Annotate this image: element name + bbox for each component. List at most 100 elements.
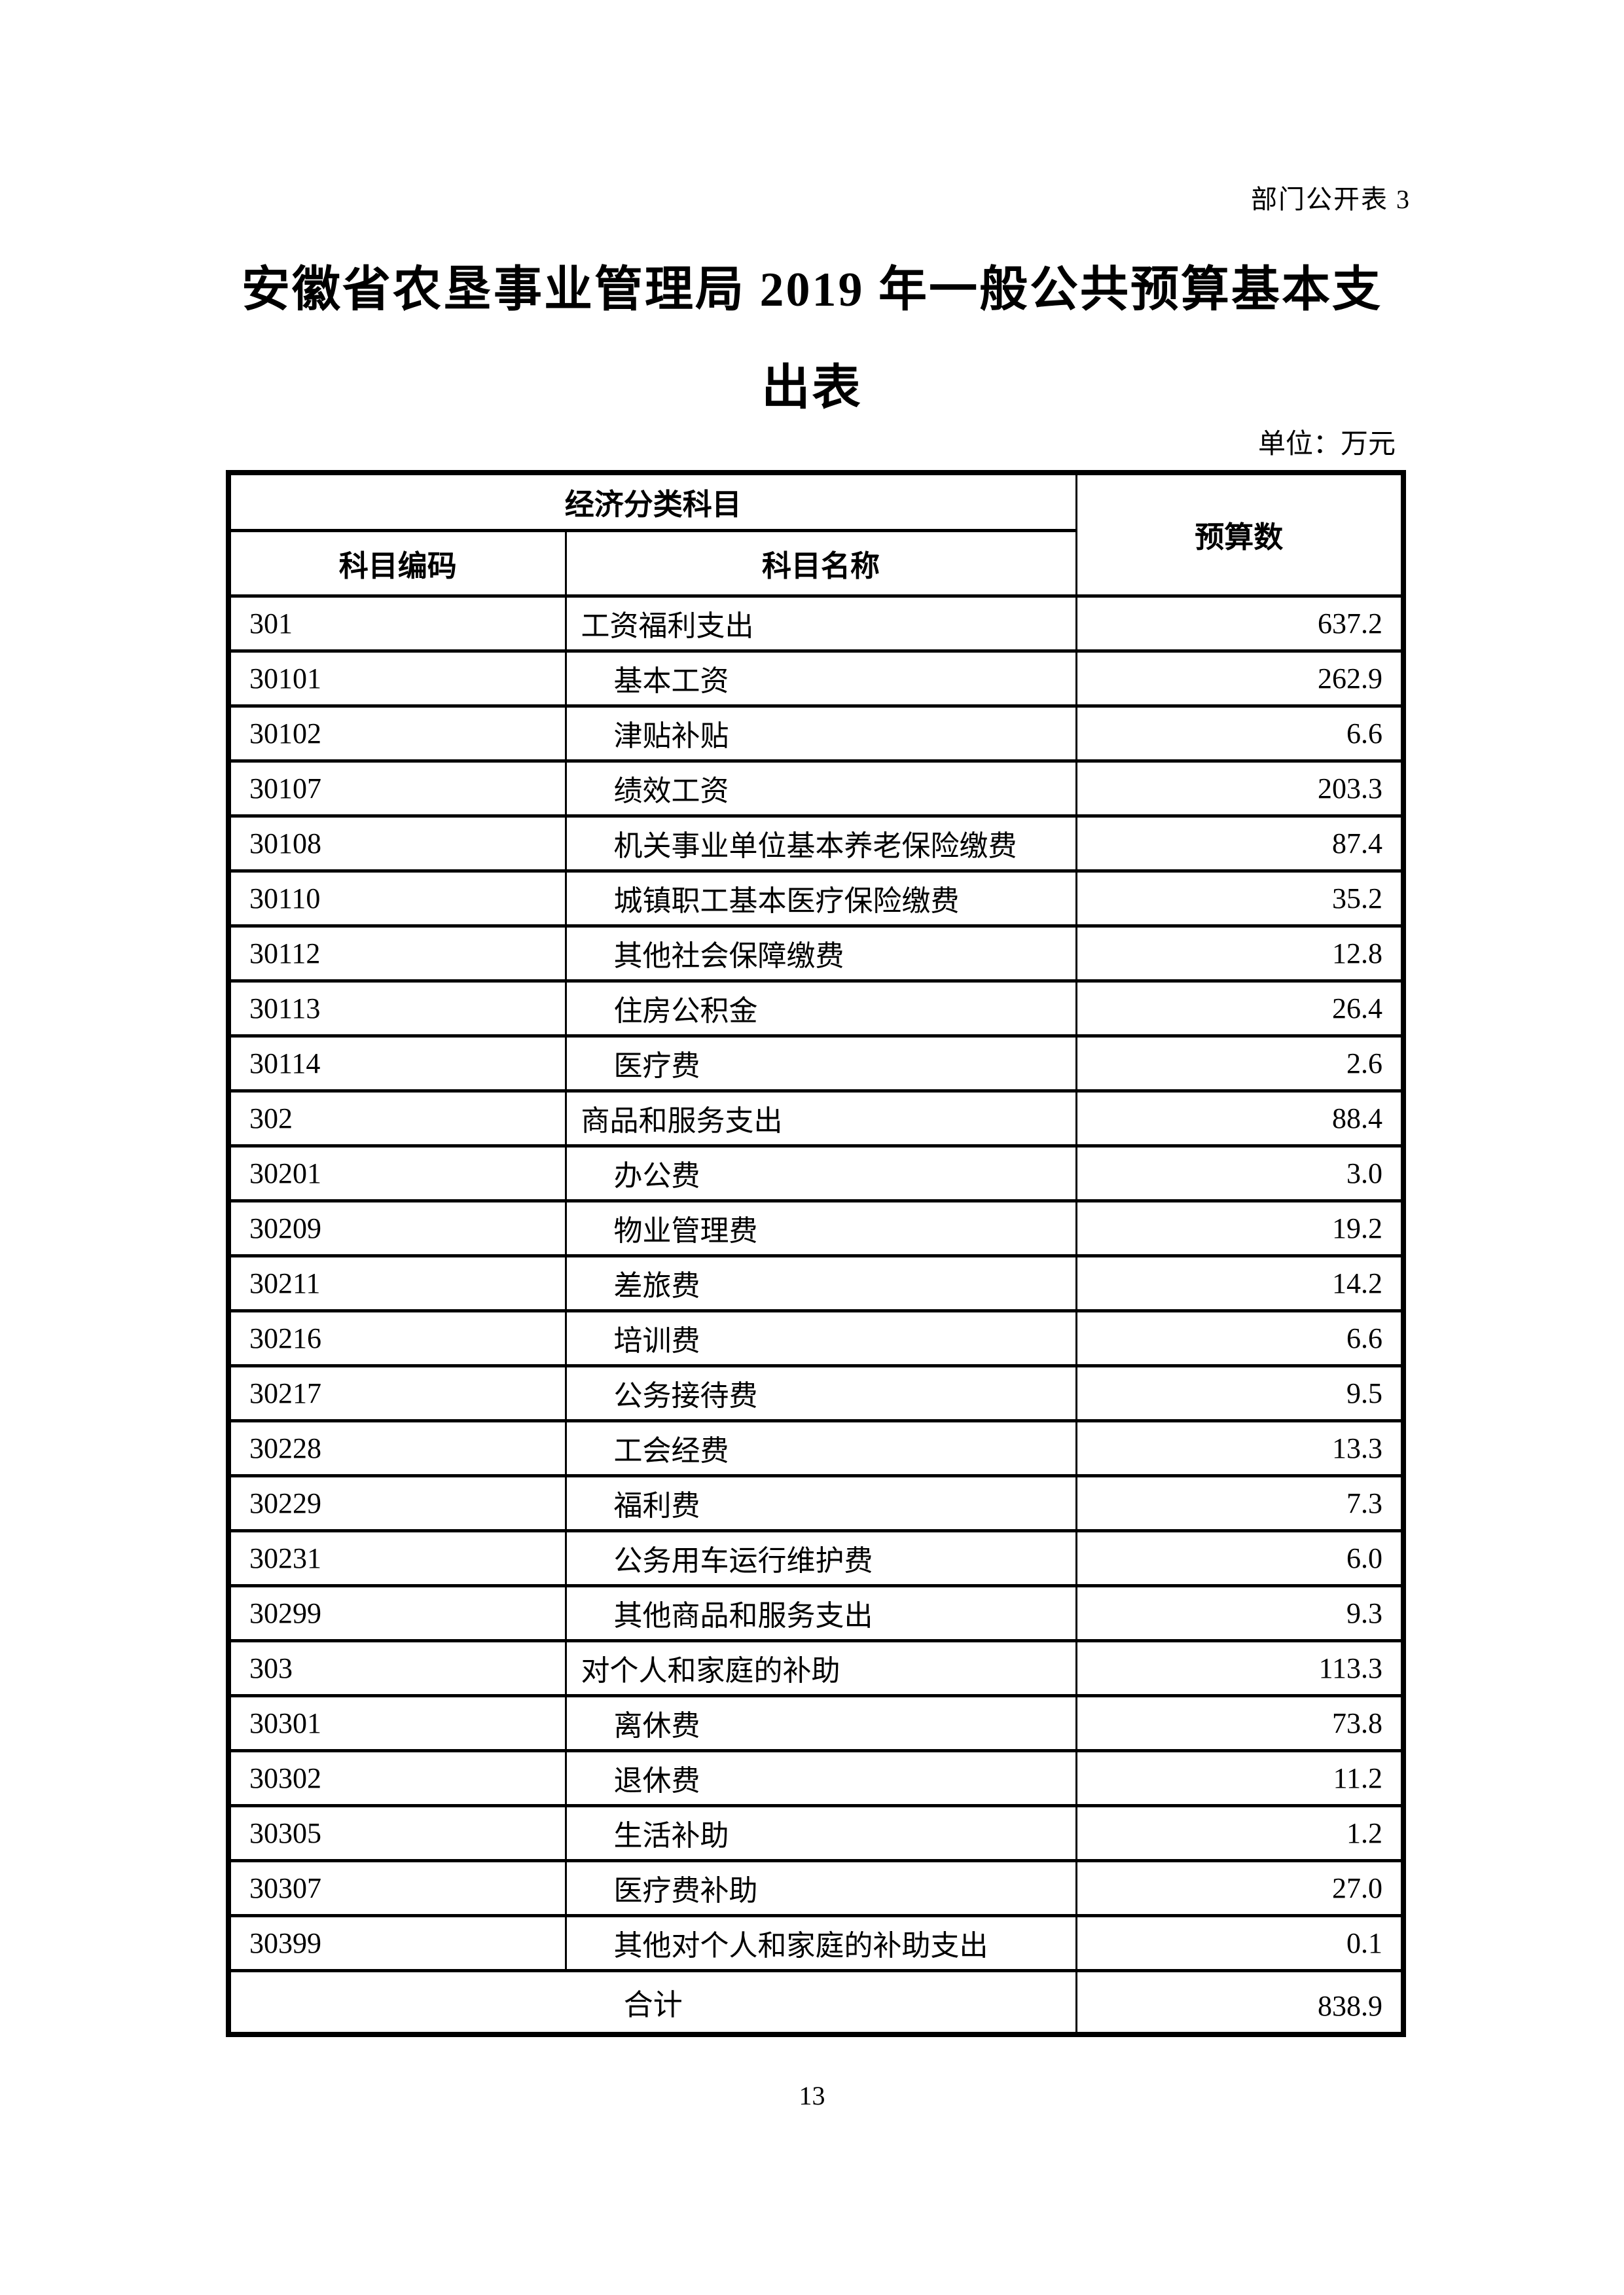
subject-name-cell: 退休费 (564, 1748, 1077, 1807)
budget-value-cell: 1.2 (1075, 1803, 1405, 1862)
table-row: 30112 其他社会保障缴费 12.8 (227, 924, 1405, 983)
table-row: 30114 医疗费 2.6 (227, 1034, 1405, 1093)
total-value-cell: 838.9 (1075, 1968, 1405, 2036)
subject-name-cell: 生活补助 (564, 1803, 1077, 1862)
budget-value-cell: 6.6 (1075, 1309, 1405, 1367)
header-economic-classification: 经济分类科目 (227, 471, 1077, 532)
table-row: 302 商品和服务支出 88.4 (227, 1089, 1405, 1148)
budget-value-cell: 73.8 (1075, 1693, 1405, 1752)
budget-value-cell: 0.1 (1075, 1913, 1405, 1972)
budget-value-cell: 88.4 (1075, 1089, 1405, 1148)
table-row: 30305 生活补助 1.2 (227, 1803, 1405, 1862)
budget-table: 经济分类科目 预算数 科目编码 科目名称 301 工资福利支出 637.2 30101… (226, 470, 1407, 2037)
budget-value-cell: 26.4 (1075, 979, 1405, 1038)
table-header: 经济分类科目 预算数 科目编码 科目名称 (227, 471, 1405, 598)
subject-name-cell: 公务接待费 (564, 1364, 1077, 1422)
table-footer: 合计 838.9 (227, 1968, 1405, 2036)
budget-value-cell: 27.0 (1075, 1858, 1405, 1917)
page-title-line-1: 安徽省农垦事业管理局 2019 年一般公共预算基本支 (242, 263, 1382, 317)
subject-name-cell: 福利费 (564, 1473, 1077, 1532)
subject-name-cell: 绩效工资 (564, 759, 1077, 818)
table-row: 301 工资福利支出 637.2 (227, 594, 1405, 653)
doc-annotation: 部门公开表 3 (1251, 185, 1411, 214)
budget-value-cell: 637.2 (1075, 594, 1405, 653)
subject-name-cell: 住房公积金 (564, 979, 1077, 1038)
subject-name-cell: 津贴补贴 (564, 704, 1077, 763)
header-subject-code: 科目编码 (227, 528, 567, 598)
subject-name-cell: 工会经费 (564, 1419, 1077, 1477)
subject-code-cell: 303 (227, 1638, 567, 1697)
subject-name-cell: 机关事业单位基本养老保险缴费 (564, 814, 1077, 873)
subject-code-cell: 30307 (227, 1858, 567, 1917)
subject-code-cell: 30399 (227, 1913, 567, 1972)
subject-code-cell: 30108 (227, 814, 567, 873)
budget-value-cell: 6.6 (1075, 704, 1405, 763)
table-body: 301 工资福利支出 637.2 30101 基本工资 262.9 30102 津贴补贴 6.6… (227, 594, 1405, 1972)
table-row: 30216 培训费 6.6 (227, 1309, 1405, 1367)
subject-code-cell: 30114 (227, 1034, 567, 1093)
table-row: 30201 办公费 3.0 (227, 1144, 1405, 1202)
subject-name-cell: 基本工资 (564, 649, 1077, 708)
budget-value-cell: 2.6 (1075, 1034, 1405, 1093)
subject-name-cell: 培训费 (564, 1309, 1077, 1367)
table-row: 30211 差旅费 14.2 (227, 1254, 1405, 1312)
subject-code-cell: 30102 (227, 704, 567, 763)
subject-code-cell: 30216 (227, 1309, 567, 1367)
subject-name-cell: 对个人和家庭的补助 (564, 1638, 1077, 1697)
budget-value-cell: 113.3 (1075, 1638, 1405, 1697)
budget-value-cell: 9.3 (1075, 1583, 1405, 1642)
subject-code-cell: 30209 (227, 1199, 567, 1257)
budget-value-cell: 11.2 (1075, 1748, 1405, 1807)
subject-code-cell: 301 (227, 594, 567, 653)
budget-value-cell: 3.0 (1075, 1144, 1405, 1202)
table-row: 303 对个人和家庭的补助 113.3 (227, 1638, 1405, 1697)
subject-name-cell: 公务用车运行维护费 (564, 1528, 1077, 1587)
subject-name-cell: 商品和服务支出 (564, 1089, 1077, 1148)
subject-code-cell: 30231 (227, 1528, 567, 1587)
total-label-cell: 合计 (227, 1968, 1077, 2036)
subject-code-cell: 30299 (227, 1583, 567, 1642)
table-row: 30102 津贴补贴 6.6 (227, 704, 1405, 763)
subject-code-cell: 30112 (227, 924, 567, 983)
table-row: 30101 基本工资 262.9 (227, 649, 1405, 708)
budget-value-cell: 7.3 (1075, 1473, 1405, 1532)
table-row: 30299 其他商品和服务支出 9.3 (227, 1583, 1405, 1642)
budget-value-cell: 13.3 (1075, 1419, 1405, 1477)
subject-name-cell: 差旅费 (564, 1254, 1077, 1312)
table-row: 30399 其他对个人和家庭的补助支出 0.1 (227, 1913, 1405, 1972)
table-row: 30217 公务接待费 9.5 (227, 1364, 1405, 1422)
table-row: 30301 离休费 73.8 (227, 1693, 1405, 1752)
table-row: 30229 福利费 7.3 (227, 1473, 1405, 1532)
subject-code-cell: 30113 (227, 979, 567, 1038)
subject-code-cell: 30110 (227, 869, 567, 928)
subject-name-cell: 办公费 (564, 1144, 1077, 1202)
header-row-group: 经济分类科目 预算数 (227, 471, 1405, 598)
subject-name-cell: 其他对个人和家庭的补助支出 (564, 1913, 1077, 1972)
header-budget-amount: 预算数 (1075, 471, 1405, 598)
subject-name-cell: 医疗费 (564, 1034, 1077, 1093)
subject-code-cell: 30228 (227, 1419, 567, 1477)
subject-name-cell: 其他社会保障缴费 (564, 924, 1077, 983)
subject-code-cell: 30229 (227, 1473, 567, 1532)
page-number: 13 (799, 2081, 825, 2110)
budget-value-cell: 19.2 (1075, 1199, 1405, 1257)
budget-value-cell: 203.3 (1075, 759, 1405, 818)
budget-value-cell: 12.8 (1075, 924, 1405, 983)
page-title-line-2: 出表 (761, 361, 863, 415)
budget-value-cell: 14.2 (1075, 1254, 1405, 1312)
subject-code-cell: 30201 (227, 1144, 567, 1202)
table-row: 30110 城镇职工基本医疗保险缴费 35.2 (227, 869, 1405, 928)
subject-code-cell: 30217 (227, 1364, 567, 1422)
table-row: 30209 物业管理费 19.2 (227, 1199, 1405, 1257)
total-row: 合计 838.9 (227, 1968, 1405, 2036)
subject-name-cell: 离休费 (564, 1693, 1077, 1752)
subject-code-cell: 30101 (227, 649, 567, 708)
table-row: 30307 医疗费补助 27.0 (227, 1858, 1405, 1917)
table-row: 30108 机关事业单位基本养老保险缴费 87.4 (227, 814, 1405, 873)
table-row: 30113 住房公积金 26.4 (227, 979, 1405, 1038)
budget-value-cell: 9.5 (1075, 1364, 1405, 1422)
subject-code-cell: 30301 (227, 1693, 567, 1752)
subject-name-cell: 医疗费补助 (564, 1858, 1077, 1917)
subject-code-cell: 302 (227, 1089, 567, 1148)
subject-name-cell: 其他商品和服务支出 (564, 1583, 1077, 1642)
